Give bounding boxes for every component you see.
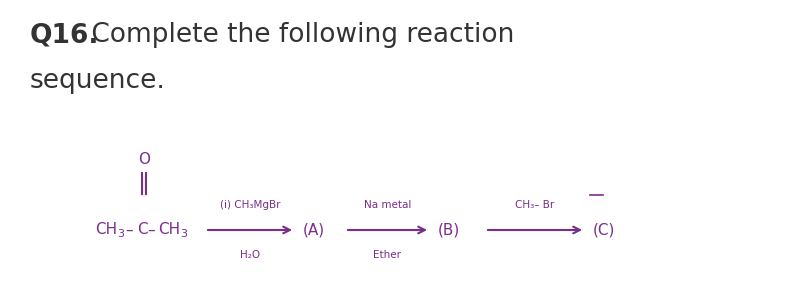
Text: CH₃– Br: CH₃– Br (515, 200, 554, 210)
Text: sequence.: sequence. (30, 68, 166, 94)
Text: –: – (147, 223, 154, 237)
Text: C: C (137, 223, 148, 237)
Text: (C): (C) (593, 223, 615, 237)
Text: H₂O: H₂O (240, 250, 260, 260)
Text: 3: 3 (180, 229, 187, 239)
Text: (A): (A) (303, 223, 325, 237)
Text: –: – (125, 223, 133, 237)
Text: CH: CH (95, 223, 117, 237)
Text: Na metal: Na metal (364, 200, 411, 210)
Text: O: O (138, 152, 150, 167)
Text: (B): (B) (438, 223, 460, 237)
Text: Complete the following reaction: Complete the following reaction (83, 22, 514, 48)
Text: CH: CH (158, 223, 180, 237)
Text: Ether: Ether (374, 250, 402, 260)
Text: Q16.: Q16. (30, 22, 99, 48)
Text: (i) CH₃MgBr: (i) CH₃MgBr (220, 200, 280, 210)
Text: 3: 3 (117, 229, 124, 239)
